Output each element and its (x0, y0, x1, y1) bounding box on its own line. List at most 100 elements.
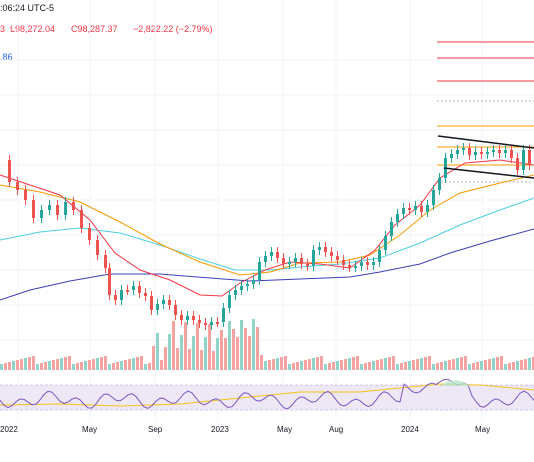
candle-body (234, 290, 237, 295)
volume-bar (88, 360, 91, 370)
header-low: L98,272.04 (10, 24, 56, 34)
candle-body (144, 293, 147, 296)
volume-bar (484, 360, 487, 370)
candle-body (432, 190, 435, 205)
volume-bar (372, 361, 375, 370)
candle-body (222, 308, 225, 322)
volume-bar (32, 356, 35, 370)
volume-bar (432, 364, 435, 370)
volume-bar (480, 361, 483, 370)
volume-bar (252, 319, 255, 370)
volume-bar (244, 328, 247, 370)
candle-body (378, 250, 381, 262)
candle-body (198, 320, 201, 323)
candle-body (306, 264, 309, 266)
candle-body (64, 202, 67, 215)
volume-bar (204, 337, 207, 370)
candle-body (420, 206, 423, 212)
volume-bar (388, 357, 391, 370)
volume-bar (520, 360, 523, 370)
volume-bar (260, 355, 263, 370)
volume-bar (132, 358, 135, 370)
volume-bar (212, 351, 215, 370)
moving-averages (0, 159, 534, 301)
volume-bar (148, 363, 151, 370)
candle-body (32, 200, 35, 218)
candle-body (354, 266, 357, 268)
x-axis-label-2022: 2022 (0, 425, 18, 434)
volume-bar (76, 363, 79, 370)
volume-bar (248, 336, 251, 370)
trendline-upper (437, 135, 534, 149)
volume-bar (188, 349, 191, 370)
volume-bar (220, 330, 223, 370)
candle-body (88, 228, 91, 240)
volume-bar (364, 363, 367, 370)
candle-body (294, 258, 297, 262)
candle-body (522, 150, 525, 170)
volume-bar (508, 363, 511, 370)
volume-bar (288, 364, 291, 370)
candle-body (366, 262, 369, 265)
candle-body (426, 205, 429, 212)
volume-bar (436, 363, 439, 370)
header-ohlc-fragment: 3 (0, 24, 6, 34)
x-axis-label-2023: 2023 (211, 425, 229, 434)
candle-body (16, 182, 19, 190)
volume-bar (96, 358, 99, 370)
volume-bar (140, 356, 143, 370)
volume-bar (108, 364, 111, 370)
header-close: C98,287.37 (71, 24, 118, 34)
candle-body (104, 255, 107, 268)
volume-bar (284, 356, 287, 370)
volume-bar (200, 350, 203, 370)
volume-bar (300, 361, 303, 370)
volume-bar (268, 360, 271, 370)
volume-bar (192, 336, 195, 370)
volume-bar (184, 322, 187, 370)
volume-bar (380, 359, 383, 370)
candle-body (192, 316, 195, 320)
x-axis-label-may-1: May (82, 425, 98, 434)
horizontal-levels (437, 41, 534, 183)
volume-bar (280, 357, 283, 370)
candle-body (504, 150, 507, 153)
candle-body (24, 190, 27, 200)
candle-body (228, 295, 231, 308)
trendline-lower (443, 167, 534, 179)
candle-body (80, 210, 83, 228)
candle-body (162, 300, 165, 304)
volume-bar (424, 357, 427, 370)
volume-bar (232, 329, 235, 370)
volume-bar (292, 363, 295, 370)
candle-body (114, 295, 117, 300)
volume-bar (416, 359, 419, 370)
volume-bar (472, 363, 475, 370)
candle-body (138, 286, 141, 293)
volume-bar (444, 361, 447, 370)
candle-body (72, 202, 75, 210)
candle-body (438, 178, 441, 190)
header-change: −2,822.22 (−2.79%) (133, 24, 213, 34)
x-axis-label-2024: 2024 (401, 425, 419, 434)
volume-bar (104, 356, 107, 370)
volume-bar (396, 364, 399, 370)
volume-bar (160, 360, 163, 370)
candle-body (258, 262, 261, 280)
volume-bar (20, 359, 23, 370)
volume-bar (496, 357, 499, 370)
candle-body (486, 152, 489, 154)
volume-bar (52, 360, 55, 370)
candle-body (456, 150, 459, 154)
candle-body (510, 150, 513, 158)
volume-bar (172, 321, 175, 370)
volume-bar (180, 335, 183, 370)
volume-bar (360, 364, 363, 370)
ma-slow-line (0, 197, 534, 271)
candle-body (282, 258, 285, 264)
volume-bar (176, 348, 179, 370)
volume-bar (348, 358, 351, 370)
volume-bar (428, 356, 431, 370)
